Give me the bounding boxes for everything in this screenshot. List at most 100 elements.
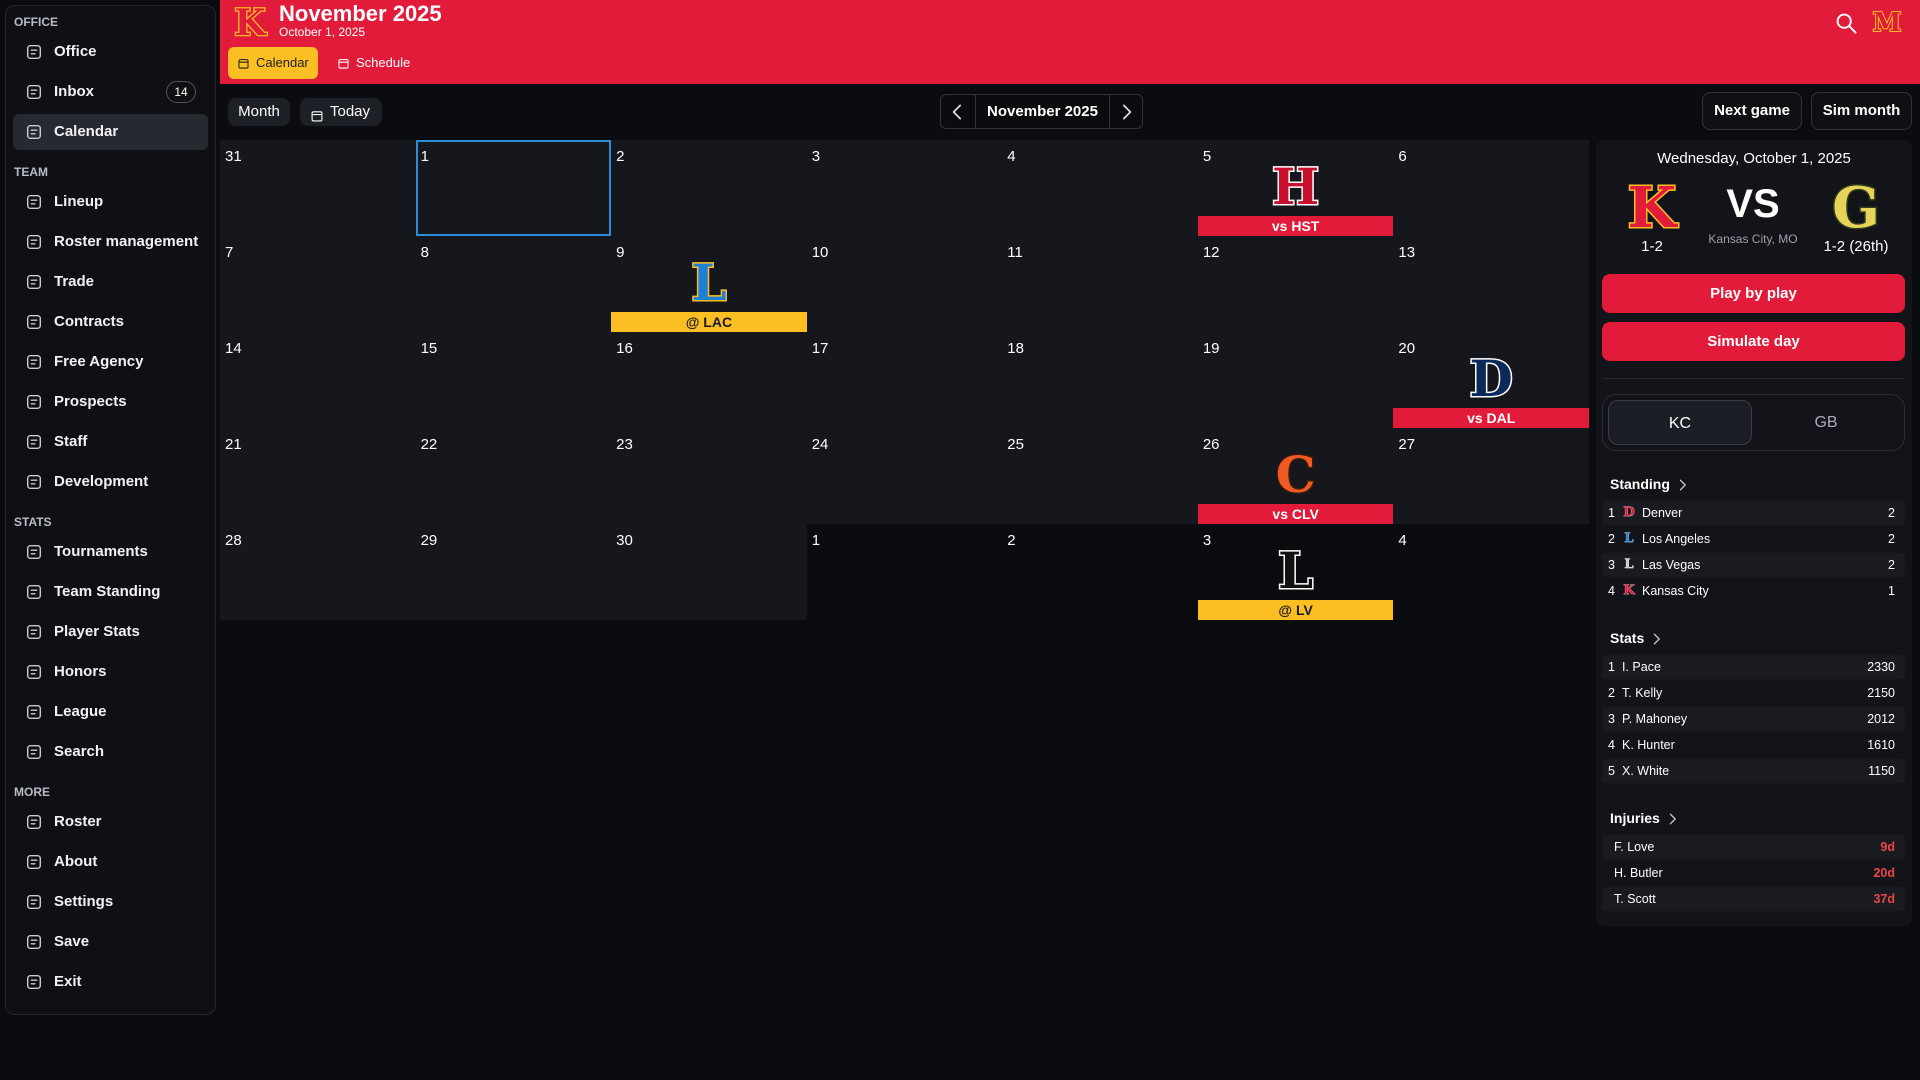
- day-cell[interactable]: 28: [220, 524, 416, 620]
- nav-item[interactable]: Prospects: [13, 384, 208, 420]
- team-points: 2: [1888, 558, 1895, 572]
- action-button[interactable]: Simulate day: [1602, 322, 1905, 361]
- nav-item[interactable]: Lineup: [13, 184, 208, 220]
- player-name: T. Scott: [1614, 892, 1656, 906]
- toggle-option[interactable]: GB: [1814, 414, 1838, 431]
- day-cell[interactable]: 15: [415, 332, 612, 428]
- nav-item[interactable]: Development: [13, 464, 208, 500]
- icon: [25, 123, 43, 141]
- nav-item[interactable]: Team Standing: [13, 574, 208, 610]
- tab[interactable]: Schedule: [328, 47, 418, 79]
- day-cell[interactable]: 4: [1393, 524, 1589, 620]
- game-bar[interactable]: vs HST: [1197, 216, 1394, 236]
- icon: [25, 193, 43, 211]
- button[interactable]: Month: [228, 98, 290, 126]
- nav-item[interactable]: Honors: [13, 654, 208, 690]
- nav-item[interactable]: Office: [13, 34, 208, 70]
- day-cell[interactable]: 13: [1393, 236, 1589, 332]
- day-cell[interactable]: 10: [806, 236, 1003, 332]
- day-cell[interactable]: 8: [415, 236, 612, 332]
- nav-item[interactable]: Player Stats: [13, 614, 208, 650]
- day-cell[interactable]: 17: [806, 332, 1003, 428]
- nav-item[interactable]: Save: [13, 924, 208, 960]
- icon: [310, 105, 324, 122]
- rank: 3: [1608, 558, 1615, 572]
- nav-label: Search: [54, 743, 105, 760]
- button[interactable]: Today: [300, 98, 382, 126]
- icon: [25, 623, 43, 641]
- icon: [25, 583, 43, 601]
- game-bar[interactable]: @ LV: [1197, 600, 1394, 620]
- away-logo: G: [1831, 175, 1882, 241]
- day-cell[interactable]: 11: [1002, 236, 1198, 332]
- nav-item[interactable]: Inbox 14: [13, 74, 208, 110]
- day-cell[interactable]: 7: [220, 236, 416, 332]
- day-cell[interactable]: 3 L @ LV: [1197, 524, 1394, 620]
- day-cell[interactable]: 14: [220, 332, 416, 428]
- game-bar[interactable]: vs DAL: [1393, 408, 1589, 428]
- tab[interactable]: Calendar: [228, 47, 318, 79]
- game-bar[interactable]: vs CLV: [1197, 504, 1394, 524]
- header: K November 2025 October 1, 2025 Calendar Sch…: [220, 0, 1920, 84]
- day-cell[interactable]: 1: [806, 524, 1003, 620]
- month-nav: November 2025: [940, 94, 1143, 129]
- day-cell[interactable]: 24: [806, 428, 1003, 524]
- nav-item[interactable]: Calendar: [13, 114, 208, 150]
- nav-item[interactable]: Settings: [13, 884, 208, 920]
- game-bar[interactable]: @ LAC: [611, 312, 807, 332]
- button[interactable]: Sim month: [1811, 92, 1912, 130]
- toggle-option[interactable]: KC: [1608, 400, 1752, 445]
- day-cell[interactable]: 21: [220, 428, 416, 524]
- day-cell[interactable]: 18: [1002, 332, 1198, 428]
- section-title[interactable]: Stats: [1610, 630, 1645, 646]
- nav-item[interactable]: Roster management: [13, 224, 208, 260]
- day-cell[interactable]: 9 L @ LAC: [611, 236, 807, 332]
- day-cell[interactable]: 29: [415, 524, 612, 620]
- nav-item[interactable]: About: [13, 844, 208, 880]
- day-cell[interactable]: 16: [611, 332, 807, 428]
- nav-item[interactable]: Search: [13, 734, 208, 770]
- icon: [1674, 477, 1690, 493]
- nav-item[interactable]: Roster: [13, 804, 208, 840]
- day-cell[interactable]: 19: [1197, 332, 1394, 428]
- day-cell[interactable]: 6: [1393, 140, 1589, 236]
- section-title[interactable]: Standing: [1610, 476, 1670, 492]
- day-cell[interactable]: 2: [611, 140, 807, 236]
- day-cell[interactable]: 30: [611, 524, 807, 620]
- button[interactable]: Next game: [1702, 92, 1802, 130]
- nav-item[interactable]: Trade: [13, 264, 208, 300]
- day-cell[interactable]: 27: [1393, 428, 1589, 524]
- day-cell[interactable]: 23: [611, 428, 807, 524]
- panel-date: Wednesday, October 1, 2025: [1657, 150, 1851, 167]
- day-cell[interactable]: 22: [415, 428, 612, 524]
- nav-item[interactable]: League: [13, 694, 208, 730]
- nav-divider: [1109, 95, 1110, 128]
- day-cell[interactable]: 31: [220, 140, 416, 236]
- icon: [25, 273, 43, 291]
- day-cell[interactable]: 25: [1002, 428, 1198, 524]
- day-number: 6: [1398, 148, 1407, 165]
- icon: [25, 233, 43, 251]
- day-number: 25: [1007, 436, 1024, 453]
- section-title[interactable]: Injuries: [1610, 810, 1660, 826]
- day-number: 4: [1398, 532, 1407, 549]
- icon: [25, 43, 43, 61]
- day-cell[interactable]: 3: [806, 140, 1003, 236]
- nav-item[interactable]: Tournaments: [13, 534, 208, 570]
- separator: [1602, 378, 1905, 379]
- day-cell[interactable]: 12: [1197, 236, 1394, 332]
- action-button[interactable]: Play by play: [1602, 274, 1905, 313]
- nav-item[interactable]: Staff: [13, 424, 208, 460]
- nav-item[interactable]: Free Agency: [13, 344, 208, 380]
- nav-item[interactable]: Contracts: [13, 304, 208, 340]
- current-month[interactable]: November 2025: [987, 103, 1098, 120]
- nav-item[interactable]: Exit: [13, 964, 208, 1000]
- day-cell[interactable]: 2: [1002, 524, 1198, 620]
- day-panel: Wednesday, October 1, 2025 K 1-2 VS Kansas C…: [1596, 140, 1912, 926]
- section-title: OFFICE: [14, 15, 58, 29]
- day-cell[interactable]: 4: [1002, 140, 1198, 236]
- day-cell[interactable]: 1: [415, 140, 612, 236]
